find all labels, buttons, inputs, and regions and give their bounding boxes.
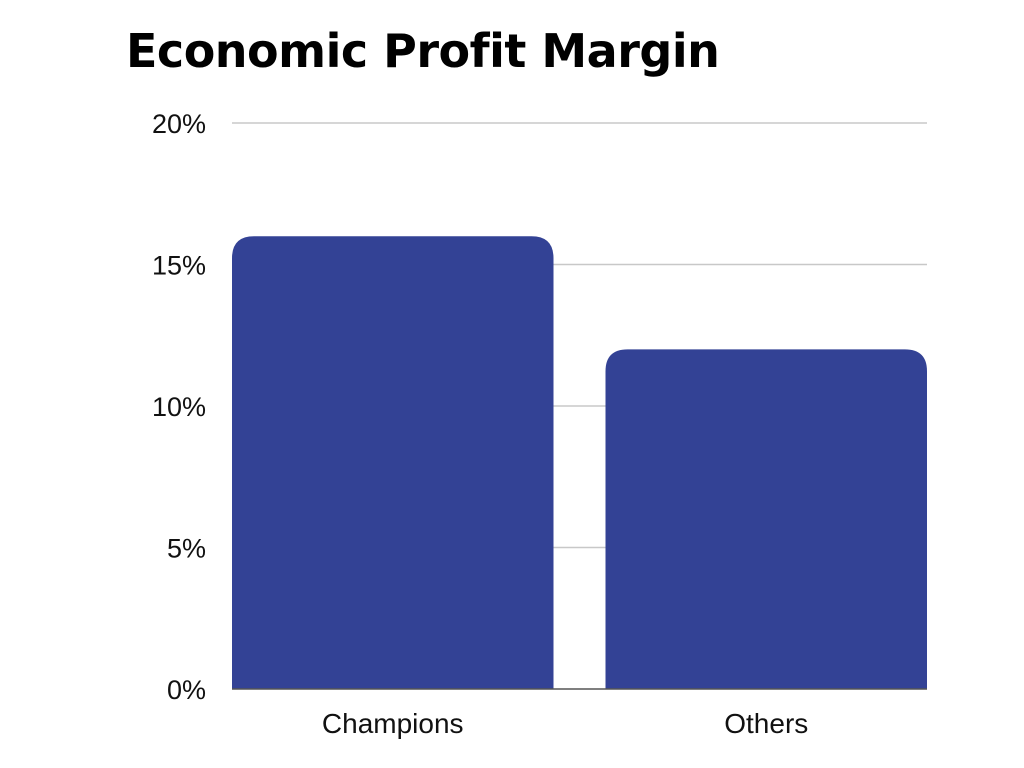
y-tick-label: 10% bbox=[152, 392, 206, 422]
x-axis-labels: Champions Others bbox=[322, 708, 808, 739]
bars bbox=[232, 236, 927, 689]
y-axis-ticks: 0% 5% 10% 15% 20% bbox=[152, 109, 206, 705]
x-category-label: Champions bbox=[322, 708, 464, 739]
y-tick-label: 0% bbox=[167, 675, 206, 705]
y-tick-label: 5% bbox=[167, 534, 206, 564]
y-tick-label: 20% bbox=[152, 109, 206, 139]
y-tick-label: 15% bbox=[152, 251, 206, 281]
chart-title: Economic Profit Margin bbox=[126, 24, 720, 78]
x-category-label: Others bbox=[724, 708, 808, 739]
bar-champions bbox=[232, 236, 554, 689]
bar-others bbox=[605, 349, 927, 689]
